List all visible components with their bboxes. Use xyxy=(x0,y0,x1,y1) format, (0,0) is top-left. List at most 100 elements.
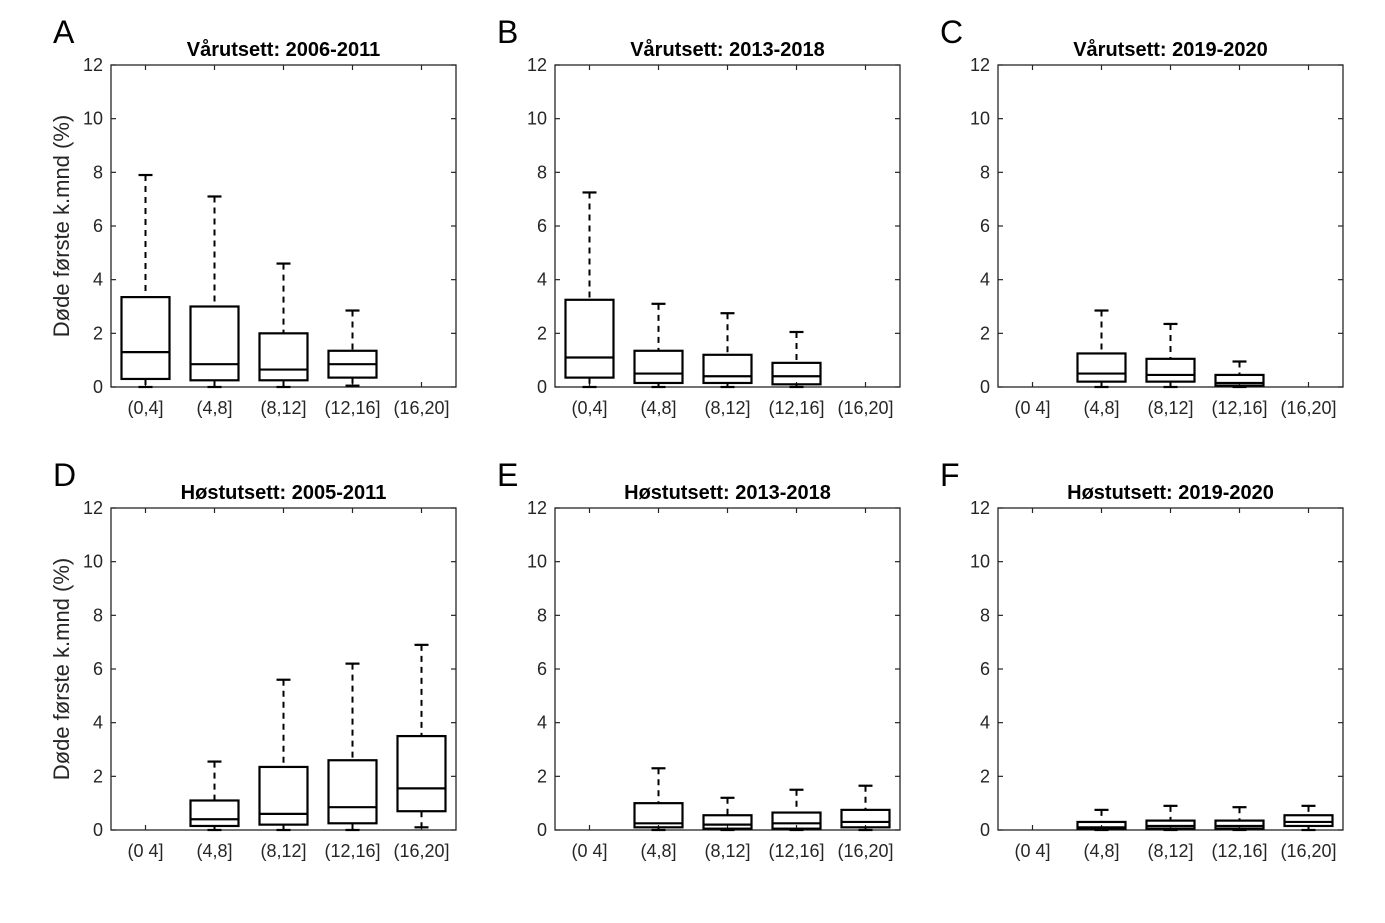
x-tick-label: (16,20] xyxy=(1280,841,1336,861)
y-tick-label: 2 xyxy=(93,323,103,343)
x-tick-label: (4,8] xyxy=(196,398,232,418)
box-e-4 xyxy=(771,788,822,832)
box-c-4 xyxy=(1214,360,1265,389)
x-tick-label: (8,12] xyxy=(1147,398,1193,418)
box-f-5 xyxy=(1283,804,1334,832)
panel-c: C Vårutsett: 2019-2020 0 2 4 6 8 10 12 (0 4] (4,8]… xyxy=(940,14,1344,418)
panel-title: Høstutsett: 2019-2020 xyxy=(1067,482,1274,504)
y-tick-label: 12 xyxy=(970,498,990,518)
box-f-4 xyxy=(1214,806,1265,832)
x-tick-label: (4,8] xyxy=(1083,841,1119,861)
x-tick-label: (0,4] xyxy=(127,398,163,418)
y-tick-label: 6 xyxy=(537,659,547,679)
y-tick-label: 2 xyxy=(537,323,547,343)
x-tick-label: (4,8] xyxy=(196,841,232,861)
y-tick-label: 6 xyxy=(980,659,990,679)
y-tick-label: 0 xyxy=(537,820,547,840)
panel-b: B Vårutsett: 2013-2018 0 2 4 6 8 10 12 (0,4] (4,8]… xyxy=(497,14,901,418)
x-tick-label: (16,20] xyxy=(393,841,449,861)
box-d-5 xyxy=(396,643,447,829)
x-tick-label: (4,8] xyxy=(640,398,676,418)
y-tick-label: 12 xyxy=(83,498,103,518)
panel-title: Vårutsett: 2013-2018 xyxy=(630,38,825,61)
y-tick-label: 4 xyxy=(980,713,990,733)
iqr-box xyxy=(564,298,615,379)
x-tick-label: (12,16] xyxy=(324,841,380,861)
x-tick-label: (12,16] xyxy=(324,398,380,418)
box-a-3 xyxy=(258,262,309,389)
y-axis-label: Døde første k.mnd (%) xyxy=(49,558,74,780)
x-tick-label: (0 4] xyxy=(127,841,163,861)
y-tick-label: 0 xyxy=(980,820,990,840)
iqr-box xyxy=(120,296,171,381)
iqr-box xyxy=(1145,357,1196,383)
x-tick-label: (8,12] xyxy=(260,841,306,861)
box-b-1 xyxy=(564,191,615,389)
y-tick-label: 0 xyxy=(93,377,103,397)
y-tick-label: 2 xyxy=(537,766,547,786)
x-tick-label: (4,8] xyxy=(1083,398,1119,418)
y-tick-label: 0 xyxy=(980,377,990,397)
box-d-2 xyxy=(189,760,240,832)
y-tick-label: 10 xyxy=(527,552,547,572)
y-tick-label: 10 xyxy=(970,552,990,572)
panel-title: Høstutsett: 2005-2011 xyxy=(181,482,387,504)
iqr-box xyxy=(189,305,240,382)
panel-letter: C xyxy=(940,14,963,50)
x-tick-label: (8,12] xyxy=(1147,841,1193,861)
iqr-box xyxy=(1283,814,1334,828)
x-tick-label: (8,12] xyxy=(260,398,306,418)
panel-letter: D xyxy=(53,457,76,493)
y-tick-label: 6 xyxy=(980,216,990,236)
axes-frame xyxy=(997,507,1344,831)
x-tick-label: (0 4] xyxy=(1014,841,1050,861)
iqr-box xyxy=(1076,820,1127,830)
x-tick-label: (12,16] xyxy=(1211,398,1267,418)
y-tick-label: 12 xyxy=(970,55,990,75)
y-tick-label: 0 xyxy=(537,377,547,397)
y-tick-label: 6 xyxy=(93,659,103,679)
y-tick-label: 10 xyxy=(527,109,547,129)
x-tick-label: (0 4] xyxy=(571,841,607,861)
iqr-box xyxy=(840,808,891,829)
iqr-box xyxy=(1214,373,1265,387)
y-tick-label: 8 xyxy=(93,162,103,182)
box-c-3 xyxy=(1145,322,1196,389)
iqr-box xyxy=(1076,352,1127,383)
iqr-box xyxy=(771,361,822,386)
y-tick-label: 6 xyxy=(537,216,547,236)
panel-title: Vårutsett: 2006-2011 xyxy=(187,38,380,61)
iqr-box xyxy=(327,759,378,825)
x-tick-label: (16,20] xyxy=(393,398,449,418)
axes-frame xyxy=(554,507,901,831)
x-tick-label: (12,16] xyxy=(1211,841,1267,861)
box-b-3 xyxy=(702,312,753,389)
axes-frame xyxy=(110,507,457,831)
y-tick-label: 4 xyxy=(537,270,547,290)
y-tick-label: 4 xyxy=(93,270,103,290)
y-tick-label: 10 xyxy=(83,109,103,129)
box-e-2 xyxy=(633,767,684,832)
panel-title: Høstutsett: 2013-2018 xyxy=(624,482,831,504)
y-tick-label: 2 xyxy=(980,766,990,786)
x-tick-label: (0,4] xyxy=(571,398,607,418)
panel-d: D Høstutsett: 2005-2011 0 2 4 6 8 10 12 (0 4] (4,8… xyxy=(49,457,457,861)
panel-a: A Vårutsett: 2006-2011 0 2 4 6 8 10 12 (0,4] (4,8]… xyxy=(49,14,457,418)
y-tick-label: 8 xyxy=(93,605,103,625)
y-tick-label: 12 xyxy=(527,498,547,518)
iqr-box xyxy=(396,734,447,813)
y-tick-label: 2 xyxy=(980,323,990,343)
y-tick-label: 12 xyxy=(527,55,547,75)
x-tick-label: (16,20] xyxy=(837,398,893,418)
y-tick-label: 6 xyxy=(93,216,103,236)
y-axis-label: Døde første k.mnd (%) xyxy=(49,115,74,337)
box-b-2 xyxy=(633,302,684,389)
iqr-box xyxy=(1145,819,1196,830)
box-d-3 xyxy=(258,678,309,832)
iqr-box xyxy=(633,349,684,385)
box-a-4 xyxy=(327,309,378,387)
box-a-2 xyxy=(189,195,240,389)
panel-letter: A xyxy=(53,14,75,50)
iqr-box xyxy=(702,814,753,830)
